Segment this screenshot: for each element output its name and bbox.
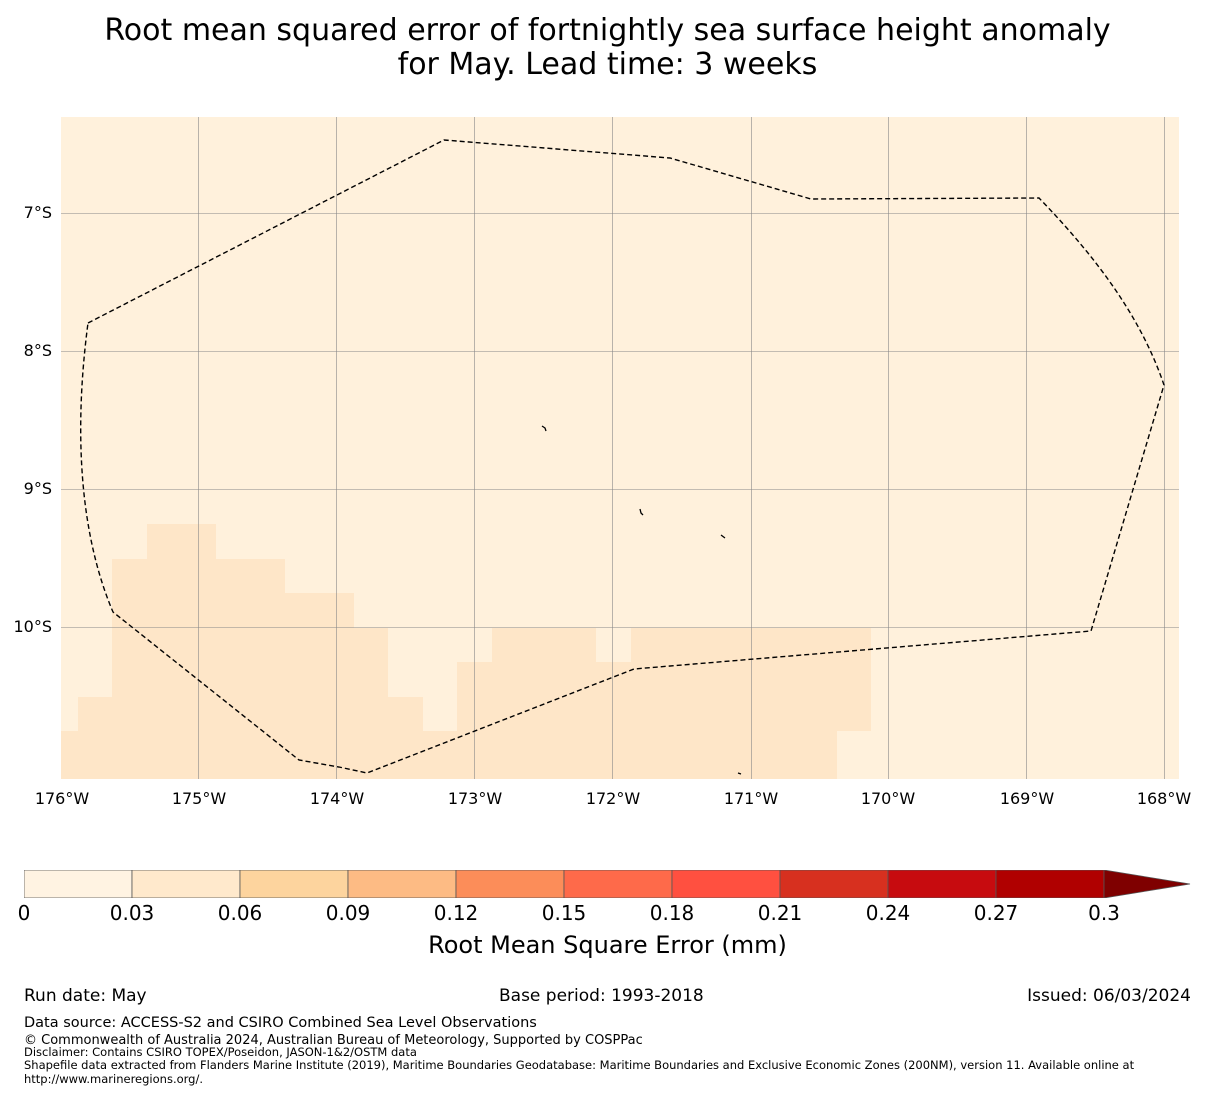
lat-label-10s: 10°S	[13, 617, 52, 636]
colorbar-tick-1: 0.03	[109, 901, 155, 925]
lon-label-169w: 169°W	[999, 789, 1055, 808]
disclaimer: Disclaimer: Contains CSIRO TOPEX/Poseido…	[24, 1045, 417, 1059]
base-period: Base period: 1993-2018	[499, 986, 704, 1006]
colorbar-segment-8	[887, 870, 997, 898]
eez-boundary	[80, 139, 1165, 774]
issued-date: Issued: 06/03/2024	[1027, 986, 1191, 1006]
island-4	[737, 772, 742, 775]
colorbar-tick-9: 0.27	[973, 901, 1019, 925]
map-canvas	[61, 117, 1179, 779]
chart-title: Root mean squared error of fortnightly s…	[0, 14, 1215, 82]
colorbar-svg	[24, 870, 1191, 898]
title-line-2: for May. Lead time: 3 weeks	[397, 47, 818, 82]
island-1	[541, 425, 547, 432]
colorbar-segment-9	[995, 870, 1105, 898]
colorbar-tick-0: 0	[17, 901, 31, 925]
graticule	[61, 117, 1179, 779]
colorbar-segment-7	[779, 870, 889, 898]
rmse-field-elevated	[61, 524, 871, 779]
island-2	[639, 508, 644, 516]
lon-label-174w: 174°W	[309, 789, 365, 808]
lon-label-175w: 175°W	[171, 789, 227, 808]
lat-label-7s: 7°S	[23, 203, 52, 222]
colorbar-segment-4	[455, 870, 565, 898]
colorbar-label: Root Mean Square Error (mm)	[428, 931, 787, 959]
map-panel	[61, 117, 1179, 779]
colorbar	[24, 870, 1192, 898]
title-line-1: Root mean squared error of fortnightly s…	[104, 13, 1111, 48]
colorbar-segment-3	[347, 870, 457, 898]
lon-label-176w: 176°W	[34, 789, 90, 808]
colorbar-tick-2: 0.06	[217, 901, 263, 925]
lon-label-172w: 172°W	[585, 789, 641, 808]
colorbar-extend-arrow	[1103, 870, 1191, 898]
colorbar-tick-3: 0.09	[325, 901, 371, 925]
colorbar-segment-1	[131, 870, 241, 898]
lon-label-170w: 170°W	[860, 789, 916, 808]
lat-label-9s: 9°S	[23, 479, 52, 498]
shapefile-credit: Shapefile data extracted from Flanders M…	[24, 1058, 1135, 1086]
colorbar-tick-4: 0.12	[433, 901, 479, 925]
colorbar-tick-5: 0.15	[541, 901, 587, 925]
colorbar-tick-7: 0.21	[757, 901, 803, 925]
colorbar-segment-5	[563, 870, 673, 898]
colorbar-tick-10: 0.3	[1088, 901, 1120, 925]
copyright: © Commonwealth of Australia 2024, Austra…	[24, 1033, 643, 1048]
islands	[541, 425, 742, 775]
colorbar-segment-0	[24, 870, 133, 898]
colorbar-tick-6: 0.18	[649, 901, 695, 925]
run-date: Run date: May	[24, 986, 147, 1006]
data-source: Data source: ACCESS-S2 and CSIRO Combine…	[24, 1015, 537, 1031]
colorbar-segment-6	[671, 870, 781, 898]
lon-label-168w: 168°W	[1136, 789, 1192, 808]
lon-label-171w: 171°W	[723, 789, 779, 808]
island-3	[720, 534, 726, 539]
colorbar-segment-2	[239, 870, 349, 898]
colorbar-tick-8: 0.24	[865, 901, 911, 925]
lon-label-173w: 173°W	[447, 789, 503, 808]
lat-label-8s: 8°S	[23, 341, 52, 360]
